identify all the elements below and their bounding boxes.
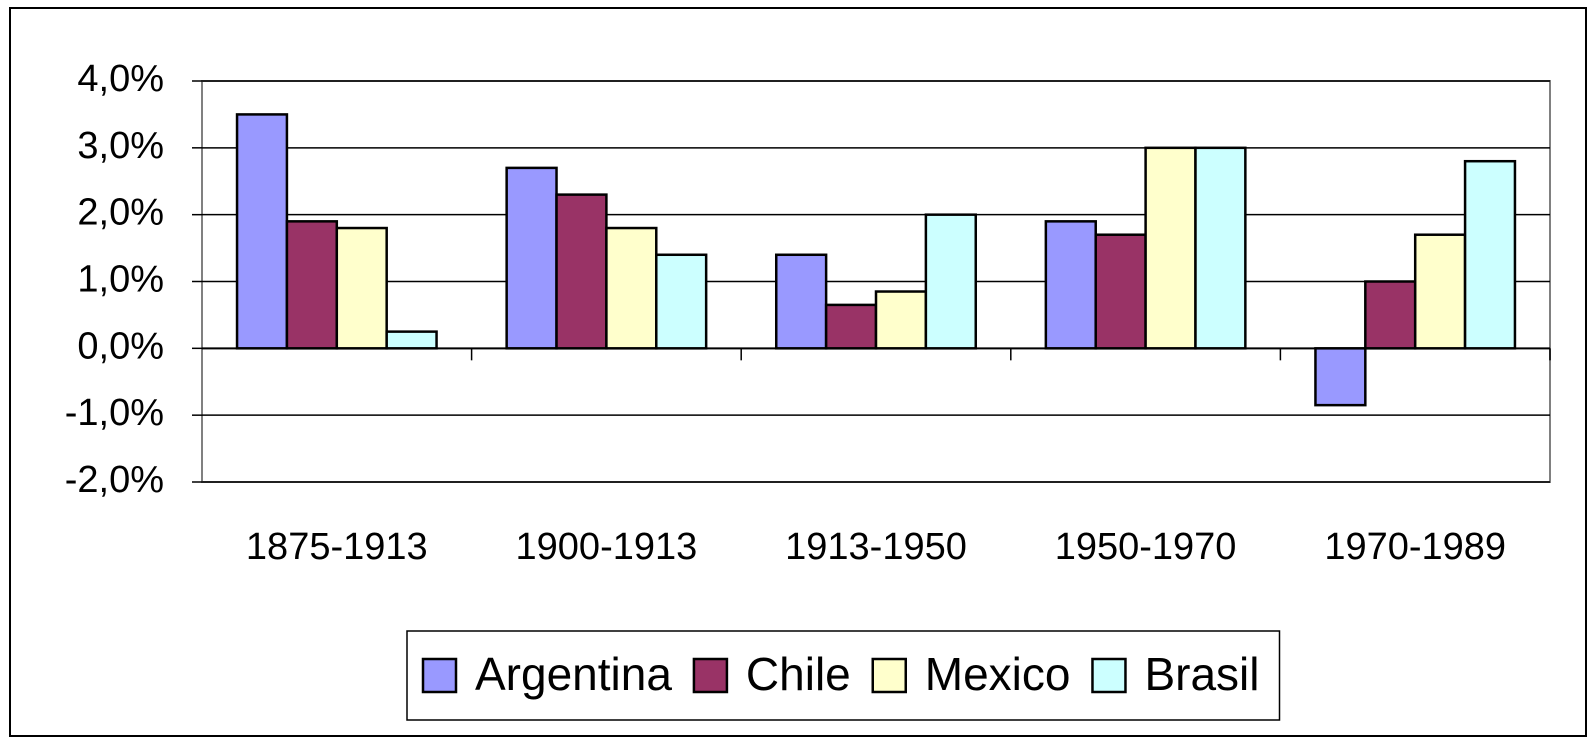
bar bbox=[555, 193, 608, 350]
bar bbox=[824, 303, 878, 350]
x-tick-label: 1970-1989 bbox=[1324, 526, 1506, 568]
bar bbox=[505, 166, 558, 350]
x-tick-label: 1913-1950 bbox=[785, 526, 967, 568]
bar bbox=[335, 226, 388, 350]
legend-label: Mexico bbox=[925, 648, 1071, 700]
legend-swatch bbox=[871, 657, 907, 694]
bar bbox=[1314, 347, 1367, 407]
bar bbox=[774, 253, 828, 350]
bar bbox=[874, 290, 928, 350]
bar bbox=[385, 330, 438, 350]
legend-swatch bbox=[421, 657, 458, 694]
bar bbox=[1094, 233, 1147, 350]
bar bbox=[235, 113, 289, 350]
bar bbox=[1044, 220, 1097, 350]
y-tick-label: 3,0% bbox=[77, 125, 164, 167]
bar bbox=[1364, 280, 1417, 350]
labels: -2,0% -1,0% 0,0% 1,0% 2,0% 3,0% 4,0% 1875-1913 1… bbox=[65, 58, 1506, 568]
legend: Argentina Chile Mexico Brasil bbox=[421, 648, 1260, 700]
x-tick-label: 1950-1970 bbox=[1055, 526, 1237, 568]
bar bbox=[1194, 146, 1247, 350]
legend-label: Argentina bbox=[475, 648, 672, 700]
bar bbox=[924, 213, 978, 350]
bar bbox=[655, 253, 708, 350]
bar bbox=[1144, 146, 1197, 350]
legend-box bbox=[406, 630, 1281, 721]
y-tick-label: -2,0% bbox=[65, 459, 164, 501]
legend-swatch bbox=[692, 657, 729, 694]
y-tick-label: 4,0% bbox=[77, 58, 164, 100]
bar bbox=[1413, 233, 1467, 350]
legend-swatch bbox=[1091, 657, 1127, 694]
y-tick-label: 1,0% bbox=[77, 259, 164, 301]
bar bbox=[285, 220, 339, 350]
y-tick-label: 0,0% bbox=[77, 325, 164, 367]
legend-label: Brasil bbox=[1144, 648, 1259, 700]
bars bbox=[235, 113, 1517, 407]
bar bbox=[605, 226, 658, 350]
y-tick-label: -1,0% bbox=[65, 392, 164, 434]
y-tick-label: 2,0% bbox=[77, 192, 164, 234]
x-tick-label: 1875-1913 bbox=[246, 526, 428, 568]
bar bbox=[1463, 159, 1517, 350]
x-tick-label: 1900-1913 bbox=[516, 526, 698, 568]
legend-label: Chile bbox=[746, 648, 851, 700]
